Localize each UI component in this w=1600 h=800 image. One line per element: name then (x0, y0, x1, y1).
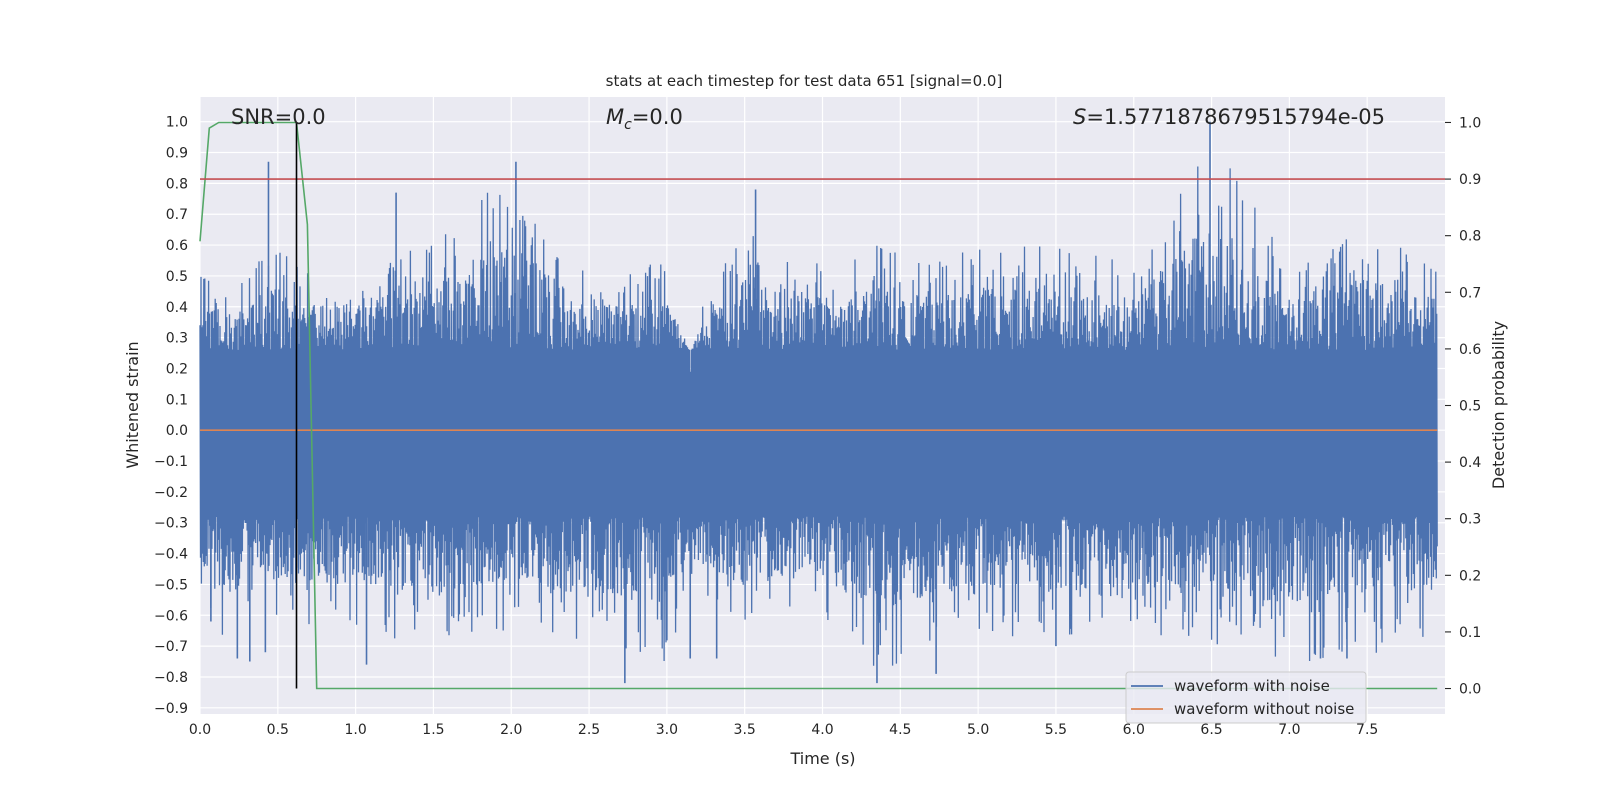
x-tick-label: 4.0 (811, 722, 833, 738)
series-layer (199, 121, 1445, 690)
y-tick-label: −0.1 (154, 454, 188, 470)
x-tick-label: 0.5 (267, 722, 289, 738)
mc-subscript: c (624, 117, 632, 133)
y-right-tick-label: 0.0 (1459, 682, 1481, 698)
y-tick-label: 0.0 (166, 423, 188, 439)
y-axis-left: 1.0 0.9 0.8 0.7 0.6 0.5 0.4 0.3 0.2 0.1 0.0 −0.1 −0.… (154, 115, 188, 717)
legend-label-noise: waveform with noise (1174, 677, 1330, 695)
y-tick-label: 0.5 (166, 269, 188, 285)
y-right-tick-label: 0.4 (1459, 455, 1481, 471)
x-tick-label: 6.5 (1200, 722, 1222, 738)
legend-label-clean: waveform without noise (1174, 700, 1354, 718)
mc-symbol: M (606, 105, 624, 129)
x-tick-label: 2.5 (578, 722, 600, 738)
x-tick-label: 1.5 (422, 722, 444, 738)
x-tick-label: 5.0 (967, 722, 989, 738)
chart-title: stats at each timestep for test data 651… (606, 72, 1003, 90)
y-tick-label: 0.6 (166, 238, 188, 254)
y-tick-label: −0.5 (154, 577, 188, 593)
y-tick-label: −0.8 (154, 670, 188, 686)
y-tick-label: 0.8 (166, 176, 188, 192)
x-axis: 0.0 0.5 1.0 1.5 2.0 2.5 3.0 3.5 4.0 4.5 5.0 5.5 6.0 6… (189, 722, 1378, 738)
x-tick-label: 4.5 (889, 722, 911, 738)
x-tick-label: 2.0 (500, 722, 522, 738)
x-tick-label: 1.0 (344, 722, 366, 738)
noisy-waveform-line (199, 166, 1438, 666)
y-right-tick-label: 0.7 (1459, 285, 1481, 301)
y-right-tick-label: 0.3 (1459, 512, 1481, 528)
score-annotation: S=1.5771878679515794e-05 (1073, 105, 1385, 129)
y-right-tick-label: 0.5 (1459, 399, 1481, 415)
snr-annotation: SNR=0.0 (231, 105, 326, 129)
y-tick-label: −0.3 (154, 516, 188, 532)
x-axis-label: Time (s) (789, 749, 855, 768)
y-right-tick-label: 0.6 (1459, 342, 1481, 358)
y-right-tick-label: 0.8 (1459, 229, 1481, 245)
y-tick-label: 0.7 (166, 207, 188, 223)
s-value: =1.5771878679515794e-05 (1086, 105, 1385, 129)
y-tick-label: 0.3 (166, 331, 188, 347)
x-tick-label: 3.0 (656, 722, 678, 738)
s-symbol: S (1073, 105, 1086, 129)
x-tick-label: 5.5 (1045, 722, 1067, 738)
x-tick-label: 7.5 (1356, 722, 1378, 738)
y-tick-label: 0.4 (166, 300, 188, 316)
x-tick-label: 6.0 (1123, 722, 1145, 738)
legend: waveform with noise waveform without noi… (1125, 671, 1367, 724)
x-tick-label: 3.5 (734, 722, 756, 738)
y-axis-right: 1.0 0.9 0.8 0.7 0.6 0.5 0.4 0.3 0.2 0.1 0.0 (1445, 115, 1481, 698)
y-tick-label: 0.1 (166, 392, 188, 408)
x-tick-label: 7.0 (1278, 722, 1300, 738)
mc-value: =0.0 (632, 105, 683, 129)
y-tick-label: −0.2 (154, 485, 188, 501)
y-right-tick-label: 0.1 (1459, 625, 1481, 641)
y-axis-label: Whitened strain (123, 341, 142, 468)
y-tick-label: 1.0 (166, 115, 188, 131)
y-right-tick-label: 0.2 (1459, 568, 1481, 584)
y-tick-label: −0.7 (154, 639, 188, 655)
y-tick-label: −0.4 (154, 547, 188, 563)
y-right-tick-label: 1.0 (1459, 115, 1481, 131)
chirp-mass-annotation: Mc=0.0 (606, 105, 683, 133)
y-tick-label: 0.2 (166, 361, 188, 377)
x-tick-label: 0.0 (189, 722, 211, 738)
y-tick-label: 0.9 (166, 146, 188, 162)
y-right-tick-label: 0.9 (1459, 172, 1481, 188)
y-tick-label: −0.9 (154, 701, 188, 717)
y-tick-label: −0.6 (154, 608, 188, 624)
y-axis-right-label: Detection probability (1489, 321, 1508, 489)
legend-box (1125, 671, 1367, 724)
